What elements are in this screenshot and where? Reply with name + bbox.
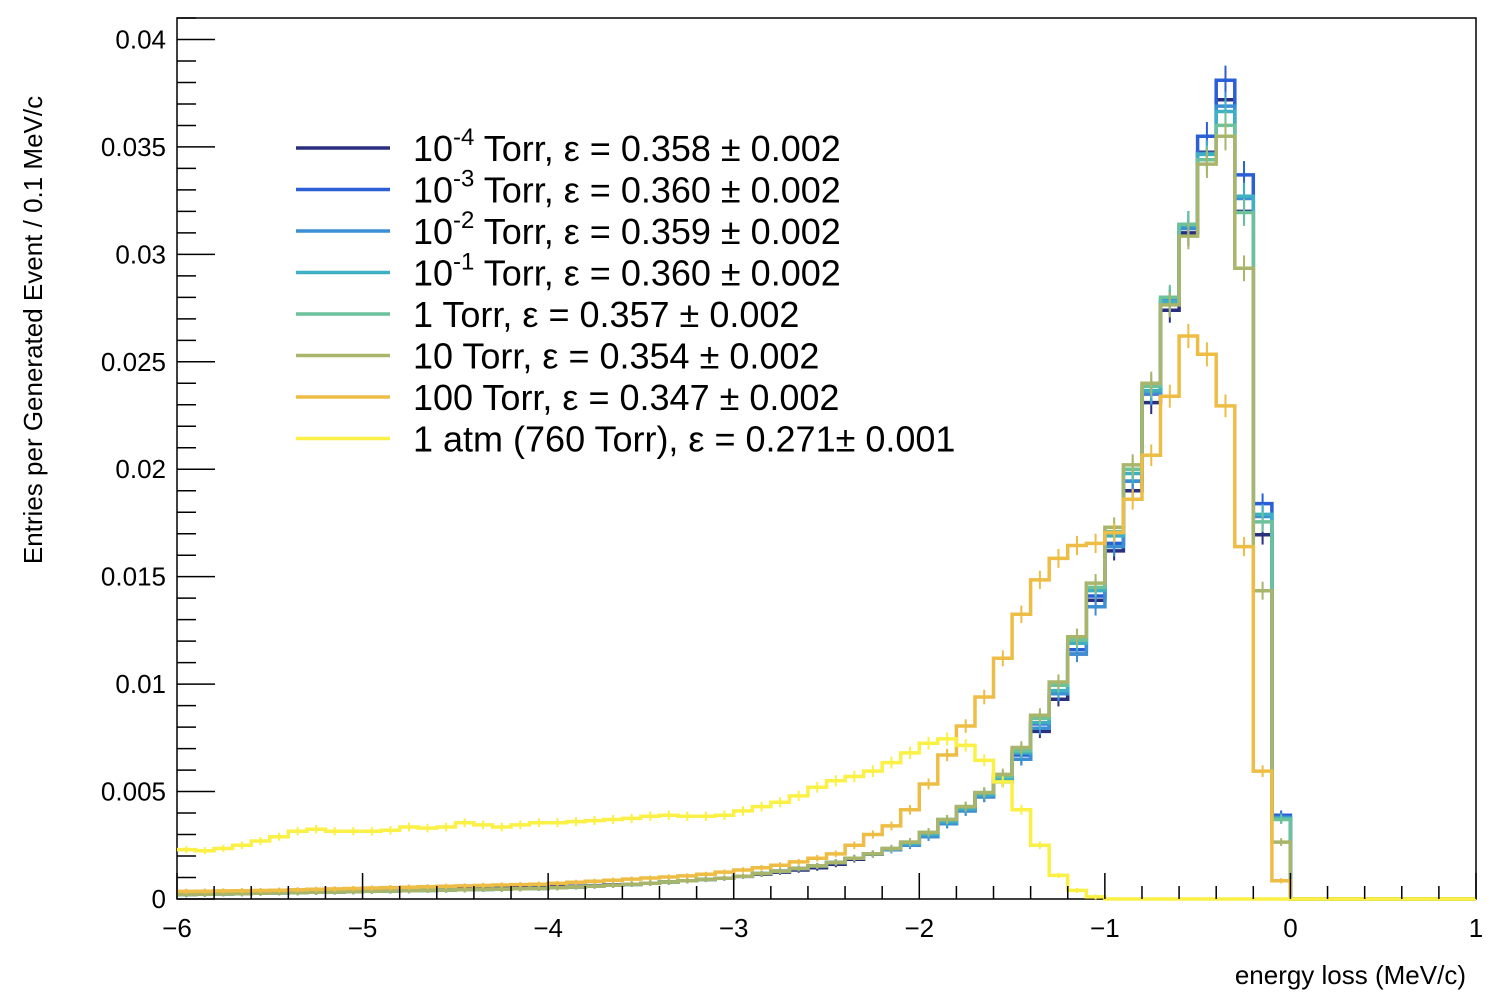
series-line-7 [177, 737, 1476, 901]
y-tick-label: 0.015 [101, 562, 166, 592]
y-tick-label: 0.035 [101, 132, 166, 162]
legend-entry: 100 Torr, ε = 0.347 ± 0.002 [413, 377, 839, 418]
y-axis: 0 0.005 0.01 0.015 0.02 0.025 0.03 0.035 0.04 [101, 17, 215, 914]
x-axis-title: energy loss (MeV/c) [1235, 960, 1466, 990]
x-tick-label: −2 [904, 913, 934, 943]
y-tick-label: 0.03 [115, 239, 166, 269]
x-tick-label: −3 [719, 913, 749, 943]
y-tick-label: 0 [152, 884, 166, 914]
y-tick-label: 0.04 [115, 24, 166, 54]
x-tick-label: −5 [348, 913, 378, 943]
legend-entry: 1 Torr, ε = 0.357 ± 0.002 [413, 294, 799, 335]
y-tick-label: 0.01 [115, 669, 166, 699]
histogram-curves [177, 65, 1476, 901]
legend-entry: 10-3 Torr, ε = 0.360 ± 0.002 [413, 166, 841, 211]
plot-frame [176, 17, 1477, 900]
legend-entry: 10 Torr, ε = 0.354 ± 0.002 [413, 336, 819, 377]
series-line-5 [177, 134, 1476, 901]
x-tick-label: −6 [162, 913, 192, 943]
legend-entry: 10-4 Torr, ε = 0.358 ± 0.002 [413, 124, 841, 169]
legend-entry: 10-1 Torr, ε = 0.360 ± 0.002 [413, 249, 841, 294]
legend-entry: 1 atm (760 Torr), ε = 0.271± 0.001 [413, 419, 955, 460]
x-tick-label: −1 [1090, 913, 1120, 943]
y-tick-label: 0.025 [101, 347, 166, 377]
legend-entry: 10-2 Torr, ε = 0.359 ± 0.002 [413, 207, 841, 252]
y-axis-title: Entries per Generated Event / 0.1 MeV/c [18, 96, 48, 564]
y-tick-label: 0.02 [115, 454, 166, 484]
x-tick-label: 1 [1469, 913, 1483, 943]
y-tick-label: 0.005 [101, 777, 166, 807]
x-tick-label: −4 [533, 913, 563, 943]
x-axis: −6 −5 −4 −3 −2 −1 0 1 [162, 873, 1483, 943]
x-tick-label: 0 [1283, 913, 1297, 943]
series-line-6 [177, 334, 1476, 901]
